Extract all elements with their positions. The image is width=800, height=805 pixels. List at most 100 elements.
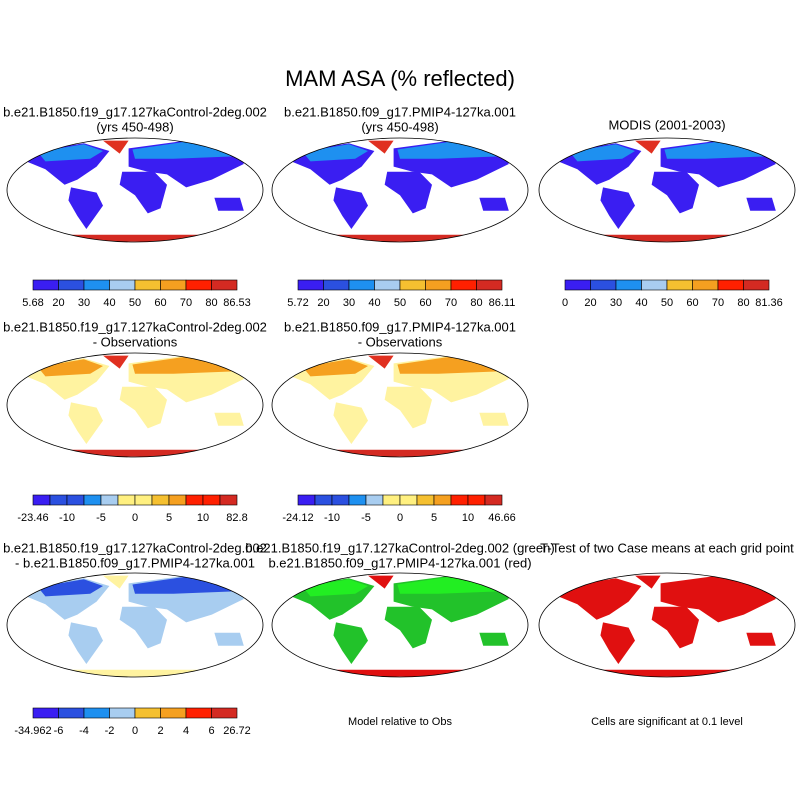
colorbar-box (433, 494, 452, 506)
colorbar-box (83, 707, 110, 719)
map-outline (538, 572, 796, 678)
colorbar-box (168, 494, 187, 506)
colorbar-label: 82.8 (226, 512, 247, 524)
panel-title: - b.e21.B1850.f09_g17.PMIP4-127ka.001 (15, 555, 255, 570)
colorbar-box (66, 494, 85, 506)
colorbar-label: 6 (208, 725, 214, 737)
landmass (600, 187, 635, 229)
panel-title: (yrs 450-498) (96, 119, 173, 134)
colorbar-box (615, 279, 642, 291)
colorbar-label: -2 (105, 725, 115, 737)
colorbar-box (717, 279, 744, 291)
colorbar-label: 30 (78, 297, 90, 309)
colorbar-box (211, 279, 238, 291)
colorbar-label: 60 (686, 297, 698, 309)
colorbar-label: -6 (54, 725, 64, 737)
colorbar-label: -5 (96, 512, 106, 524)
panel-note: Model relative to Obs (348, 716, 452, 728)
map-outline (271, 352, 529, 458)
landmass (384, 386, 432, 429)
greenland (635, 140, 661, 154)
panel-title: b.e21.B1850.f19_g17.127kaControl-2deg.00… (3, 104, 267, 119)
colorbar-label: 20 (584, 297, 596, 309)
map-outline (271, 137, 529, 243)
landmass (479, 632, 509, 646)
colorbar-box (58, 279, 85, 291)
high-latitude-region (302, 579, 368, 597)
colorbar-box (450, 494, 469, 506)
landmass (68, 402, 103, 444)
greenland (368, 575, 394, 589)
colorbar-box (219, 494, 238, 506)
colorbar-label: 50 (661, 297, 673, 309)
map (26, 355, 244, 457)
colorbar-box (83, 279, 110, 291)
landmass (479, 412, 509, 426)
map (558, 140, 776, 242)
colorbar-label: -4 (79, 725, 89, 737)
landmass (119, 171, 167, 214)
panel-title: b.e21.B1850.f19_g17.127kaControl-2deg.00… (3, 319, 267, 334)
colorbar-box (297, 494, 316, 506)
colorbar-label: 26.72 (223, 725, 251, 737)
panel-title: b.e21.B1850.f19_g17.127kaControl-2deg.00… (245, 540, 554, 555)
landmass (384, 606, 432, 649)
colorbar-label: 5.72 (287, 297, 308, 309)
colorbar-label: 80 (205, 297, 217, 309)
colorbar-label: 20 (52, 297, 64, 309)
colorbar-box (134, 279, 161, 291)
colorbar-box (467, 494, 486, 506)
colorbar-label: 46.66 (488, 512, 516, 524)
colorbar-box (743, 279, 770, 291)
colorbar-box (160, 279, 187, 291)
colorbar-label: -10 (59, 512, 75, 524)
landmass (746, 632, 776, 646)
colorbar-box (32, 279, 59, 291)
high-latitude-region (302, 359, 368, 377)
colorbar-box (109, 707, 136, 719)
high-latitude-region (37, 359, 103, 377)
panel-title: - Observations (93, 334, 178, 349)
greenland (635, 575, 661, 589)
colorbar-box (692, 279, 719, 291)
landmass (119, 386, 167, 429)
colorbar-label: 60 (419, 297, 431, 309)
colorbar-box (382, 494, 401, 506)
greenland (368, 355, 394, 369)
colorbar-box (374, 279, 401, 291)
panel-title: b.e21.B1850.f09_g17.PMIP4-127ka.001 (red… (268, 555, 531, 570)
colorbar-box (476, 279, 503, 291)
colorbar-label: -5 (361, 512, 371, 524)
colorbar-box (484, 494, 503, 506)
colorbar-label: 81.36 (755, 297, 783, 309)
colorbar-box (425, 279, 452, 291)
colorbar-box (450, 279, 477, 291)
landmass (333, 402, 368, 444)
colorbar-box (564, 279, 591, 291)
panel-note: Cells are significant at 0.1 level (591, 716, 743, 728)
colorbar-box (185, 707, 212, 719)
colorbar-box (323, 279, 350, 291)
colorbar-box (151, 494, 170, 506)
colorbar-label: 40 (635, 297, 647, 309)
colorbar-label: 50 (394, 297, 406, 309)
high-latitude-region (37, 144, 103, 162)
map-panel: MODIS (2001-2003) 0 20 30 40 50 60 70 80 81.36 (538, 117, 796, 309)
colorbar-label: 70 (712, 297, 724, 309)
colorbar-box (211, 707, 238, 719)
map-outline (538, 137, 796, 243)
colorbar-label: 4 (183, 725, 189, 737)
colorbar-box (100, 494, 119, 506)
figure-title: MAM ASA (% reflected) (285, 66, 515, 91)
colorbar-label: 2 (157, 725, 163, 737)
colorbar-box (297, 279, 324, 291)
high-latitude-region (37, 579, 103, 597)
colorbar-box (160, 707, 187, 719)
panel-title: T-Test of two Case means at each grid po… (540, 540, 794, 555)
colorbar-label: 20 (317, 297, 329, 309)
colorbar-box (134, 494, 153, 506)
colorbar-box (590, 279, 617, 291)
colorbar-label: -23.46 (17, 512, 48, 524)
colorbar-box (641, 279, 668, 291)
landmass (333, 187, 368, 229)
